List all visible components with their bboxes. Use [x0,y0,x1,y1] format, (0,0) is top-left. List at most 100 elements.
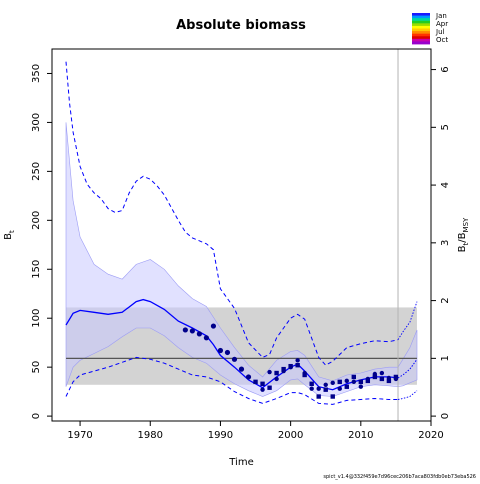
index-point [386,375,392,381]
index-point [337,386,342,391]
legend-swatch [412,18,430,22]
index-point [281,368,286,374]
y-tick-label: 150 [31,260,42,279]
y-tick-label: 50 [31,361,42,374]
y2-tick-label: 0 [440,413,451,419]
index-point [260,387,265,392]
index-point [379,370,385,376]
index2-point [344,384,349,389]
plot-frame [51,48,432,422]
y-tick-label: 350 [31,64,42,83]
y2-tick-label: 4 [440,182,451,188]
legend-swatch [412,31,430,35]
index-point [393,376,399,382]
x-tick-label: 1990 [208,430,233,441]
index-point [288,364,293,370]
y2-tick-label: 6 [440,66,451,72]
y-tick-label: 250 [31,162,42,181]
index1-point [189,328,195,334]
index2-point [379,376,385,382]
y-axis-label: Bt [3,230,16,240]
index-point [323,382,328,387]
footer-text: spict_v1.4@332f459e7d96cec206b7aca803fdb… [323,474,476,480]
index1-point [224,349,231,356]
index-point [295,358,300,363]
legend-label: Jul [435,28,445,36]
y2-tick-label: 5 [440,124,451,130]
index-point [309,386,314,391]
y-axis-label-sub: t [8,230,16,233]
index-point [344,378,349,384]
legend-swatch [412,25,430,29]
y-tick-label: 100 [31,309,42,328]
forecast-outer-lower-line [397,390,418,400]
legend-label: Apr [436,20,448,28]
legend-swatch [412,15,430,19]
index2-point [358,379,364,385]
index1-point [217,347,224,354]
index-point [358,384,364,389]
outer-ci-lower-line [65,356,398,405]
index2-point [316,394,321,399]
legend-label: Jan [435,12,447,20]
index1-point [182,327,188,333]
biomass-estimate-line [65,298,399,391]
index1-point [210,323,217,329]
x-tick-label: 2020 [418,430,443,441]
y2-label-sub: t [462,242,470,245]
y2-tick-label: 1 [440,355,451,361]
index-point [316,386,321,391]
legend-swatch [412,28,430,32]
y2-tick-label: 2 [440,297,451,303]
y2-axis-label: Bt/BMSY [457,217,470,252]
legend-swatch [412,38,430,42]
index1-point [203,335,210,341]
index-point [365,376,371,382]
index-point [330,380,335,386]
x-tick-label: 2010 [348,430,373,441]
legend-swatch [412,33,430,37]
x-tick-label: 1980 [138,430,163,441]
index2-point [267,385,272,390]
forecast-line [397,359,418,379]
legend-swatch [412,36,430,40]
index1-point [196,331,202,337]
index-point [372,371,378,377]
legend-label: Oct [436,36,448,44]
index2-point [386,378,392,384]
index1-point [245,374,252,380]
index2-point [295,363,300,368]
x-tick-label: 2000 [278,430,303,441]
index-point [274,376,279,382]
legend-swatch [412,20,430,24]
y2-label-b: B [457,245,468,252]
y-tick-label: 200 [31,211,42,230]
y-tick-label: 0 [31,413,42,419]
y2-tick-label: 3 [440,240,451,246]
legend-swatch [412,23,430,27]
index2-point [351,374,356,380]
index-point [302,370,307,376]
index2-point [323,387,328,392]
index2-point [274,370,279,376]
index2-point [337,379,342,385]
legend-swatch [412,13,430,16]
forecast-outer-upper-line [397,301,418,340]
index2-point [372,374,378,380]
index-point [351,379,356,385]
index2-point [253,379,258,385]
x-tick-label: 1970 [67,430,92,441]
index-point [267,369,272,375]
index2-point [260,381,265,386]
y2-label-mid: /B [457,232,468,242]
index1-point [238,366,245,372]
index1-point [231,356,238,362]
x-axis-label: Time [228,457,253,468]
outer-ci-upper-line [65,61,399,366]
chart-title: Absolute biomass [176,18,306,33]
index2-point [330,394,335,399]
legend-swatch [412,41,430,45]
index2-point [309,381,314,386]
